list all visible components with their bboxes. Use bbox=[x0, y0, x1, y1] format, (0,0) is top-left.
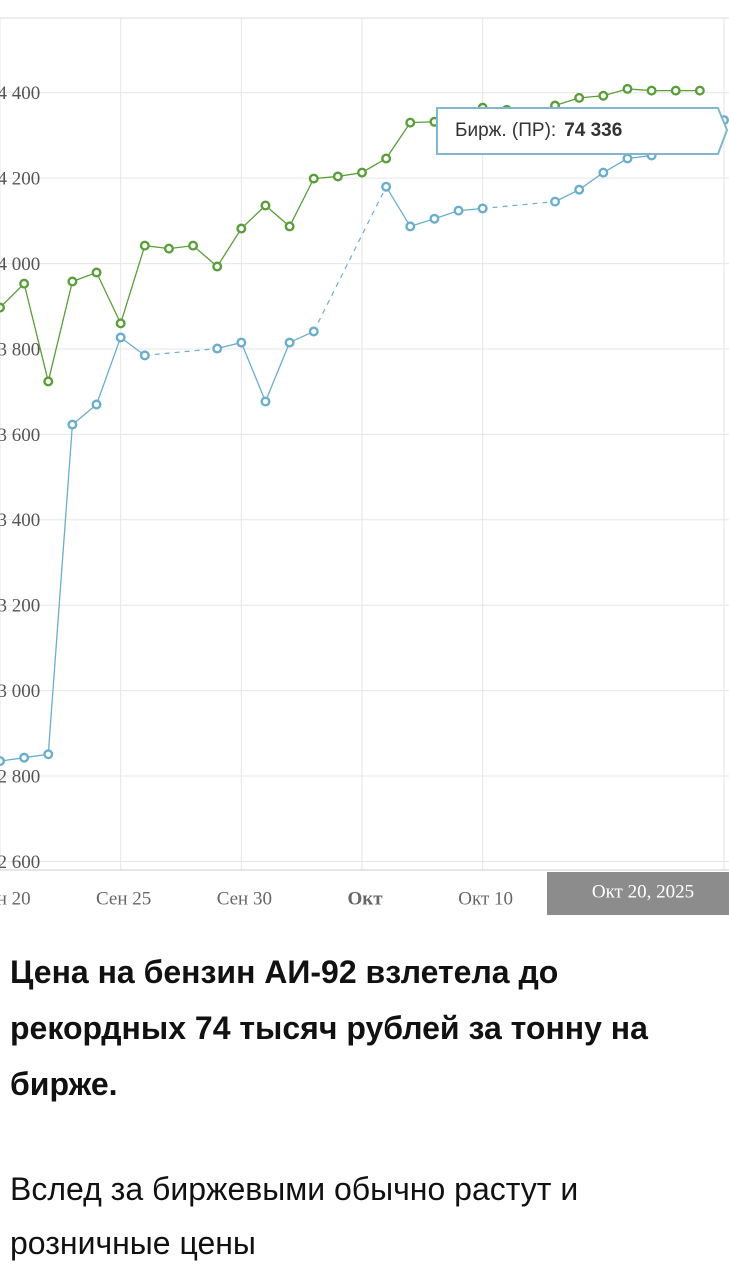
y-tick-label: 73 200 bbox=[0, 596, 40, 617]
tooltip-value: 74 336 bbox=[564, 120, 622, 141]
data-point bbox=[139, 350, 150, 361]
x-tick-label: Окт bbox=[347, 888, 383, 909]
crosshair-label: Окт 20, 2025 bbox=[592, 881, 694, 902]
data-point bbox=[381, 153, 392, 164]
data-point bbox=[212, 343, 223, 354]
y-tick-label: 72 600 bbox=[0, 852, 40, 873]
data-point bbox=[236, 223, 247, 234]
data-point bbox=[43, 376, 54, 387]
data-point bbox=[598, 167, 609, 178]
data-point bbox=[622, 153, 633, 164]
data-point bbox=[139, 240, 150, 251]
headline: Цена на бензин АИ-92 взлетела до рекордн… bbox=[10, 954, 648, 1102]
data-point bbox=[550, 196, 561, 207]
tooltip: Бирж. (ПР): 74 336 bbox=[436, 107, 729, 155]
data-point bbox=[694, 85, 705, 96]
data-point bbox=[405, 117, 416, 128]
x-tick-label: Окт 10 bbox=[458, 888, 513, 909]
data-point bbox=[19, 752, 30, 763]
data-point bbox=[91, 399, 102, 410]
data-point bbox=[115, 318, 126, 329]
data-point bbox=[19, 278, 30, 289]
data-point bbox=[236, 337, 247, 348]
data-point bbox=[622, 83, 633, 94]
data-point bbox=[646, 85, 657, 96]
data-point bbox=[188, 240, 199, 251]
chart: Сен 20 Сен 25 Сен 30 Окт Окт 10 72 600 72 800 7… bbox=[0, 17, 729, 915]
data-point bbox=[574, 92, 585, 103]
gap-connector bbox=[144, 347, 218, 356]
data-point bbox=[260, 200, 271, 211]
y-tick-label: 74 200 bbox=[0, 169, 40, 190]
data-point bbox=[284, 337, 295, 348]
data-point bbox=[163, 243, 174, 254]
gap-connector bbox=[313, 186, 387, 332]
y-tick-label: 73 600 bbox=[0, 425, 40, 446]
tooltip-text: Бирж. (ПР): 74 336 bbox=[455, 120, 622, 141]
data-point bbox=[91, 267, 102, 278]
body-text: Вслед за биржевыми обычно растут и розни… bbox=[10, 1171, 579, 1261]
data-point bbox=[429, 213, 440, 224]
x-tick-label: Сен 25 bbox=[96, 888, 151, 909]
tooltip-label: Бирж. (ПР): bbox=[455, 120, 556, 141]
y-tick-label: 74 000 bbox=[0, 254, 40, 275]
tooltip-box bbox=[436, 107, 729, 155]
data-point bbox=[115, 332, 126, 343]
gap-connector bbox=[482, 201, 556, 210]
data-point bbox=[67, 419, 78, 430]
data-point bbox=[670, 85, 681, 96]
data-point bbox=[260, 396, 271, 407]
y-tick-label: 72 800 bbox=[0, 766, 40, 787]
data-point bbox=[381, 181, 392, 192]
data-point bbox=[67, 276, 78, 287]
data-point bbox=[308, 326, 319, 337]
data-point bbox=[574, 184, 585, 195]
data-point bbox=[598, 90, 609, 101]
y-tick-label: 73 000 bbox=[0, 681, 40, 702]
series-line bbox=[217, 330, 315, 404]
data-point bbox=[332, 171, 343, 182]
y-tick-label: 74 400 bbox=[0, 83, 40, 104]
data-point bbox=[357, 167, 368, 178]
data-point bbox=[453, 205, 464, 216]
x-tick-label: Сен 20 bbox=[0, 888, 31, 909]
data-point bbox=[212, 261, 223, 272]
data-point bbox=[0, 302, 5, 313]
crosshair-box bbox=[547, 872, 729, 915]
y-tick-label: 73 400 bbox=[0, 510, 40, 531]
data-point bbox=[405, 221, 416, 232]
data-point bbox=[308, 173, 319, 184]
x-tick-label: Сен 30 bbox=[217, 888, 272, 909]
data-point bbox=[284, 221, 295, 232]
data-point bbox=[477, 203, 488, 214]
data-point bbox=[43, 749, 54, 760]
y-tick-label: 73 800 bbox=[0, 339, 40, 360]
data-point bbox=[0, 756, 5, 767]
